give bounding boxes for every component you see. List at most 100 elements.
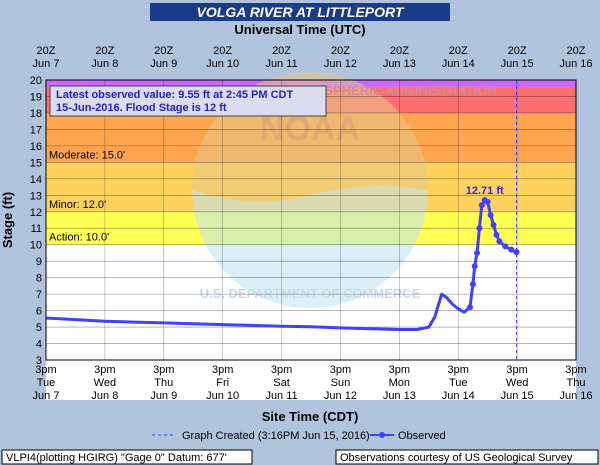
y-tick-label: 18 — [30, 108, 42, 120]
y-tick-label: 15 — [30, 157, 42, 169]
x-tick-label: Tue — [37, 377, 56, 389]
top-tick-label: Jun 7 — [33, 58, 60, 70]
x-tick-label: Jun 12 — [324, 390, 357, 402]
x-tick-label: 3pm — [94, 364, 115, 376]
y-tick-label: 10 — [30, 240, 42, 252]
observed-point — [502, 243, 509, 250]
legend-created-label: Graph Created (3:16PM Jun 15, 2016) — [182, 430, 370, 442]
x-tick-label: Jun 13 — [383, 390, 416, 402]
y-tick-label: 19 — [30, 91, 42, 103]
x-tick-label: Jun 7 — [33, 390, 60, 402]
x-tick-label: 3pm — [506, 364, 527, 376]
top-tick-label: Jun 14 — [442, 58, 475, 70]
top-tick-label: 20Z — [449, 45, 468, 57]
x-tick-label: 3pm — [565, 364, 586, 376]
observed-point — [471, 263, 478, 270]
title-bar — [150, 3, 450, 21]
top-tick-label: 20Z — [213, 45, 232, 57]
x-tick-label: Wed — [94, 377, 116, 389]
observed-point — [487, 212, 494, 219]
x-tick-label: 3pm — [448, 364, 469, 376]
x-tick-label: Jun 9 — [150, 390, 177, 402]
bottom-axis-title: Site Time (CDT) — [262, 409, 359, 424]
latest-observed-bg — [49, 85, 327, 117]
observed-point — [496, 238, 503, 245]
top-tick-label: 20Z — [508, 45, 527, 57]
observed-point — [469, 281, 476, 288]
x-tick-label: Wed — [506, 377, 528, 389]
observed-point — [474, 249, 481, 256]
y-tick-label: 4 — [36, 339, 42, 351]
x-tick-label: 3pm — [389, 364, 410, 376]
x-tick-label: 3pm — [153, 364, 174, 376]
left-strip — [0, 40, 46, 400]
x-tick-label: Jun 10 — [206, 390, 239, 402]
x-tick-label: Jun 8 — [91, 390, 118, 402]
legend-observed-label: Observed — [398, 430, 446, 442]
latest-observed-box: Latest observed value: 9.55 ft at 2:45 P… — [49, 85, 327, 117]
y-tick-label: 16 — [30, 141, 42, 153]
y-tick-label: 3 — [36, 355, 42, 367]
footer-right: Observations courtesy of US Geological S… — [340, 452, 573, 464]
x-tick-label: Jun 11 — [265, 390, 297, 402]
observed-point — [484, 198, 491, 205]
top-tick-label: Jun 9 — [150, 58, 177, 70]
top-tick-label: 20Z — [154, 45, 173, 57]
top-tick-label: 20Z — [272, 45, 291, 57]
x-tick-label: Sat — [273, 377, 290, 389]
observed-point — [467, 304, 473, 311]
y-tick-label: 8 — [36, 273, 42, 285]
chart-title: VOLGA RIVER AT LITTLEPORT — [197, 4, 405, 20]
top-tick-label: Jun 16 — [559, 58, 592, 70]
y-tick-label: 5 — [36, 322, 42, 334]
top-tick-label: Jun 13 — [383, 58, 416, 70]
x-tick-label: Mon — [389, 377, 410, 389]
y-tick-label: 14 — [30, 174, 42, 186]
top-tick-label: 20Z — [331, 45, 350, 57]
x-tick-label: 3pm — [35, 364, 56, 376]
y-tick-label: 12 — [30, 207, 42, 219]
plot-area: NOAANATIONAL OCEANIC AND ATMOSPHERIC ADM… — [45, 72, 577, 361]
latest-observed-line2: 15-Jun-2016. Flood Stage is 12 ft — [56, 102, 227, 114]
top-tick-label: Jun 11 — [265, 58, 297, 70]
x-tick-label: 3pm — [271, 364, 292, 376]
top-tick-label: 20Z — [567, 45, 586, 57]
top-tick-label: Jun 10 — [206, 58, 239, 70]
top-tick-label: Jun 8 — [91, 58, 118, 70]
observed-point — [493, 231, 500, 238]
top-tick-label: 20Z — [37, 45, 56, 57]
observed-point — [513, 249, 520, 256]
y-tick-label: 13 — [30, 190, 42, 202]
top-tick-label: 20Z — [95, 45, 114, 57]
legend-observed-marker — [379, 432, 385, 438]
y-tick-label: 17 — [30, 124, 42, 136]
x-tick-label: Jun 16 — [559, 390, 592, 402]
top-tick-label: Jun 15 — [501, 58, 534, 70]
plot-border — [45, 79, 577, 361]
x-tick-label: Tue — [449, 377, 468, 389]
legend: Graph Created (3:16PM Jun 15, 2016) Obse… — [152, 430, 446, 442]
top-tick-label: Jun 12 — [324, 58, 357, 70]
observed-point — [478, 202, 485, 209]
footer-left: VLPI4(plotting HGIRG) "Gage 0" Datum: 67… — [6, 452, 227, 464]
y-tick-label: 20 — [30, 75, 42, 87]
y-axis-title: Stage (ft) — [0, 192, 15, 248]
top-axis-title: Universal Time (UTC) — [234, 22, 365, 37]
x-tick-label: 3pm — [212, 364, 233, 376]
x-tick-label: Jun 15 — [501, 390, 534, 402]
y-tick-label: 7 — [36, 289, 42, 301]
observed-point — [490, 221, 497, 228]
flood-band-label: Minor: 12.0' — [49, 199, 106, 211]
x-tick-label: Sun — [331, 377, 351, 389]
x-tick-label: Thu — [567, 377, 586, 389]
footer-right-box — [335, 449, 599, 465]
x-tick-label: Thu — [154, 377, 173, 389]
x-tick-label: 3pm — [330, 364, 351, 376]
flood-band-label: Moderate: 15.0' — [49, 149, 125, 161]
x-tick-label: Fri — [216, 377, 229, 389]
crest-label: 12.71 ft — [466, 185, 504, 197]
latest-observed-line1: Latest observed value: 9.55 ft at 2:45 P… — [56, 89, 293, 101]
x-tick-label: Jun 14 — [442, 390, 475, 402]
flood-band-label: Action: 10.0' — [49, 232, 109, 244]
